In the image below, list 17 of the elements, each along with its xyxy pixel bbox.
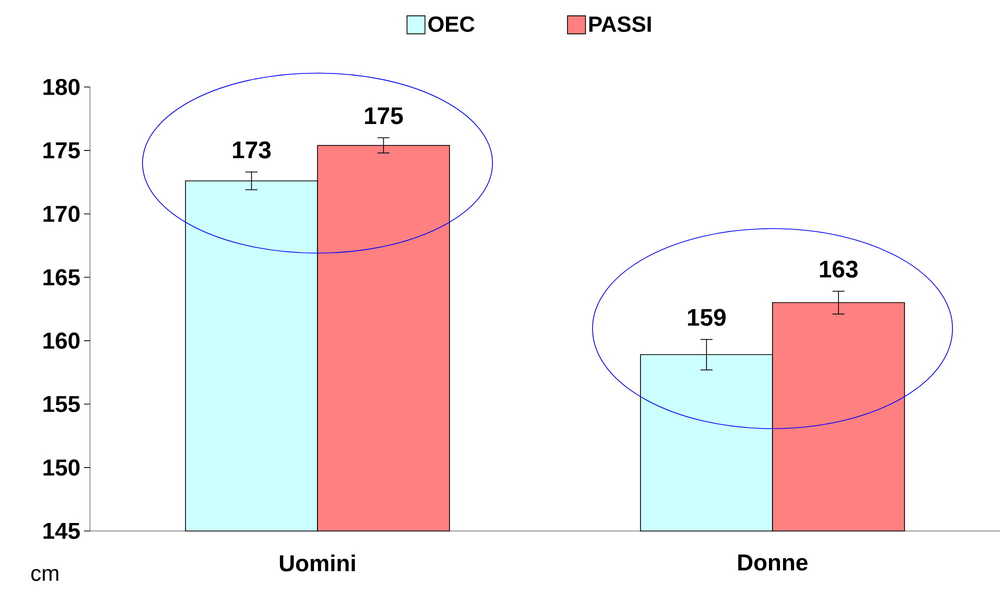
x-tick-label: Donne <box>738 554 808 571</box>
y-tick-label: 150 <box>44 459 80 476</box>
data-label: 173 <box>232 141 271 158</box>
y-axis-title: cm <box>31 568 58 582</box>
y-tick-label: 180 <box>44 78 80 96</box>
y-tick-label: 165 <box>44 269 80 286</box>
data-label: 163 <box>820 260 858 278</box>
x-tick-label: Uomini <box>280 554 355 572</box>
y-tick-label: 160 <box>44 332 80 349</box>
y-tick-label: 170 <box>44 206 80 222</box>
y-tick-label: 145 <box>44 522 80 540</box>
legend-label: PASSI <box>589 16 651 32</box>
y-tick-label: 155 <box>44 396 80 412</box>
y-tick-label: 175 <box>44 142 80 158</box>
legend-label: OEC <box>428 16 474 32</box>
data-label: 175 <box>364 107 403 124</box>
data-label: 159 <box>688 308 726 326</box>
